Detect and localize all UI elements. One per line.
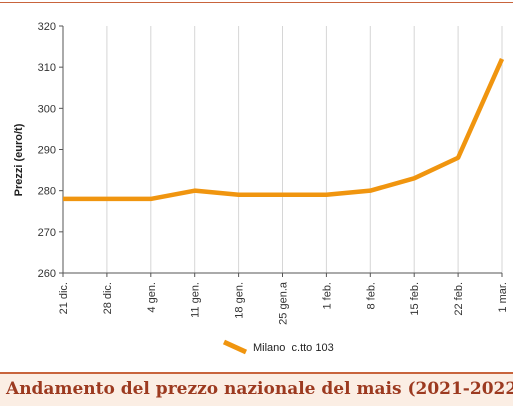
top-rule: [0, 2, 513, 3]
y-tick-label: 270: [38, 227, 56, 239]
vertical-grid: [106, 26, 503, 273]
legend-label-milano: Milano c.tto 103: [253, 342, 334, 354]
y-tick-label: 320: [38, 21, 56, 33]
x-tick-label: 18 gen.: [234, 282, 246, 319]
y-tick-label: 260: [38, 268, 56, 280]
y-tick-label: 300: [38, 103, 56, 115]
x-tick-label: 4 gen.: [146, 282, 158, 313]
x-tick-label: 11 gen.: [190, 282, 202, 318]
caption-bar: Andamento del prezzo nazionale del mais …: [0, 372, 513, 406]
y-tick-label: 310: [38, 62, 56, 74]
x-tick-label: 1 feb.: [321, 282, 333, 310]
x-tick-label: 15 feb.: [409, 282, 421, 316]
y-tick-label: 280: [38, 186, 56, 198]
x-tick-label: 1 mar.: [497, 282, 509, 313]
y-tick-label: 290: [38, 145, 56, 157]
y-ticks: 260 270 280 290 300 310 320: [38, 21, 63, 280]
series-group: [63, 58, 505, 202]
x-tick-label: 22 feb.: [453, 282, 465, 316]
series-line-0: [63, 58, 505, 202]
x-tick-label: 25 gen.a: [278, 281, 290, 325]
legend-swatch-milano: [222, 339, 248, 355]
x-tick-label: 8 feb.: [365, 282, 377, 310]
caption-title: Andamento del prezzo nazionale del mais …: [6, 379, 513, 399]
legend: Milano c.tto 103: [222, 339, 334, 355]
x-tick-label: 21 dic.: [58, 282, 70, 314]
x-ticks: 21 dic. 28 dic. 4 gen. 11 gen. 18 gen. 25 gen…: [58, 273, 509, 325]
x-tick-label: 28 dic.: [102, 282, 114, 314]
price-line-chart: 260 270 280 290 300 310 320 21 dic. 28 dic. 4 ge…: [13, 21, 509, 355]
y-axis-label: Prezzi (euro/t): [13, 123, 25, 196]
